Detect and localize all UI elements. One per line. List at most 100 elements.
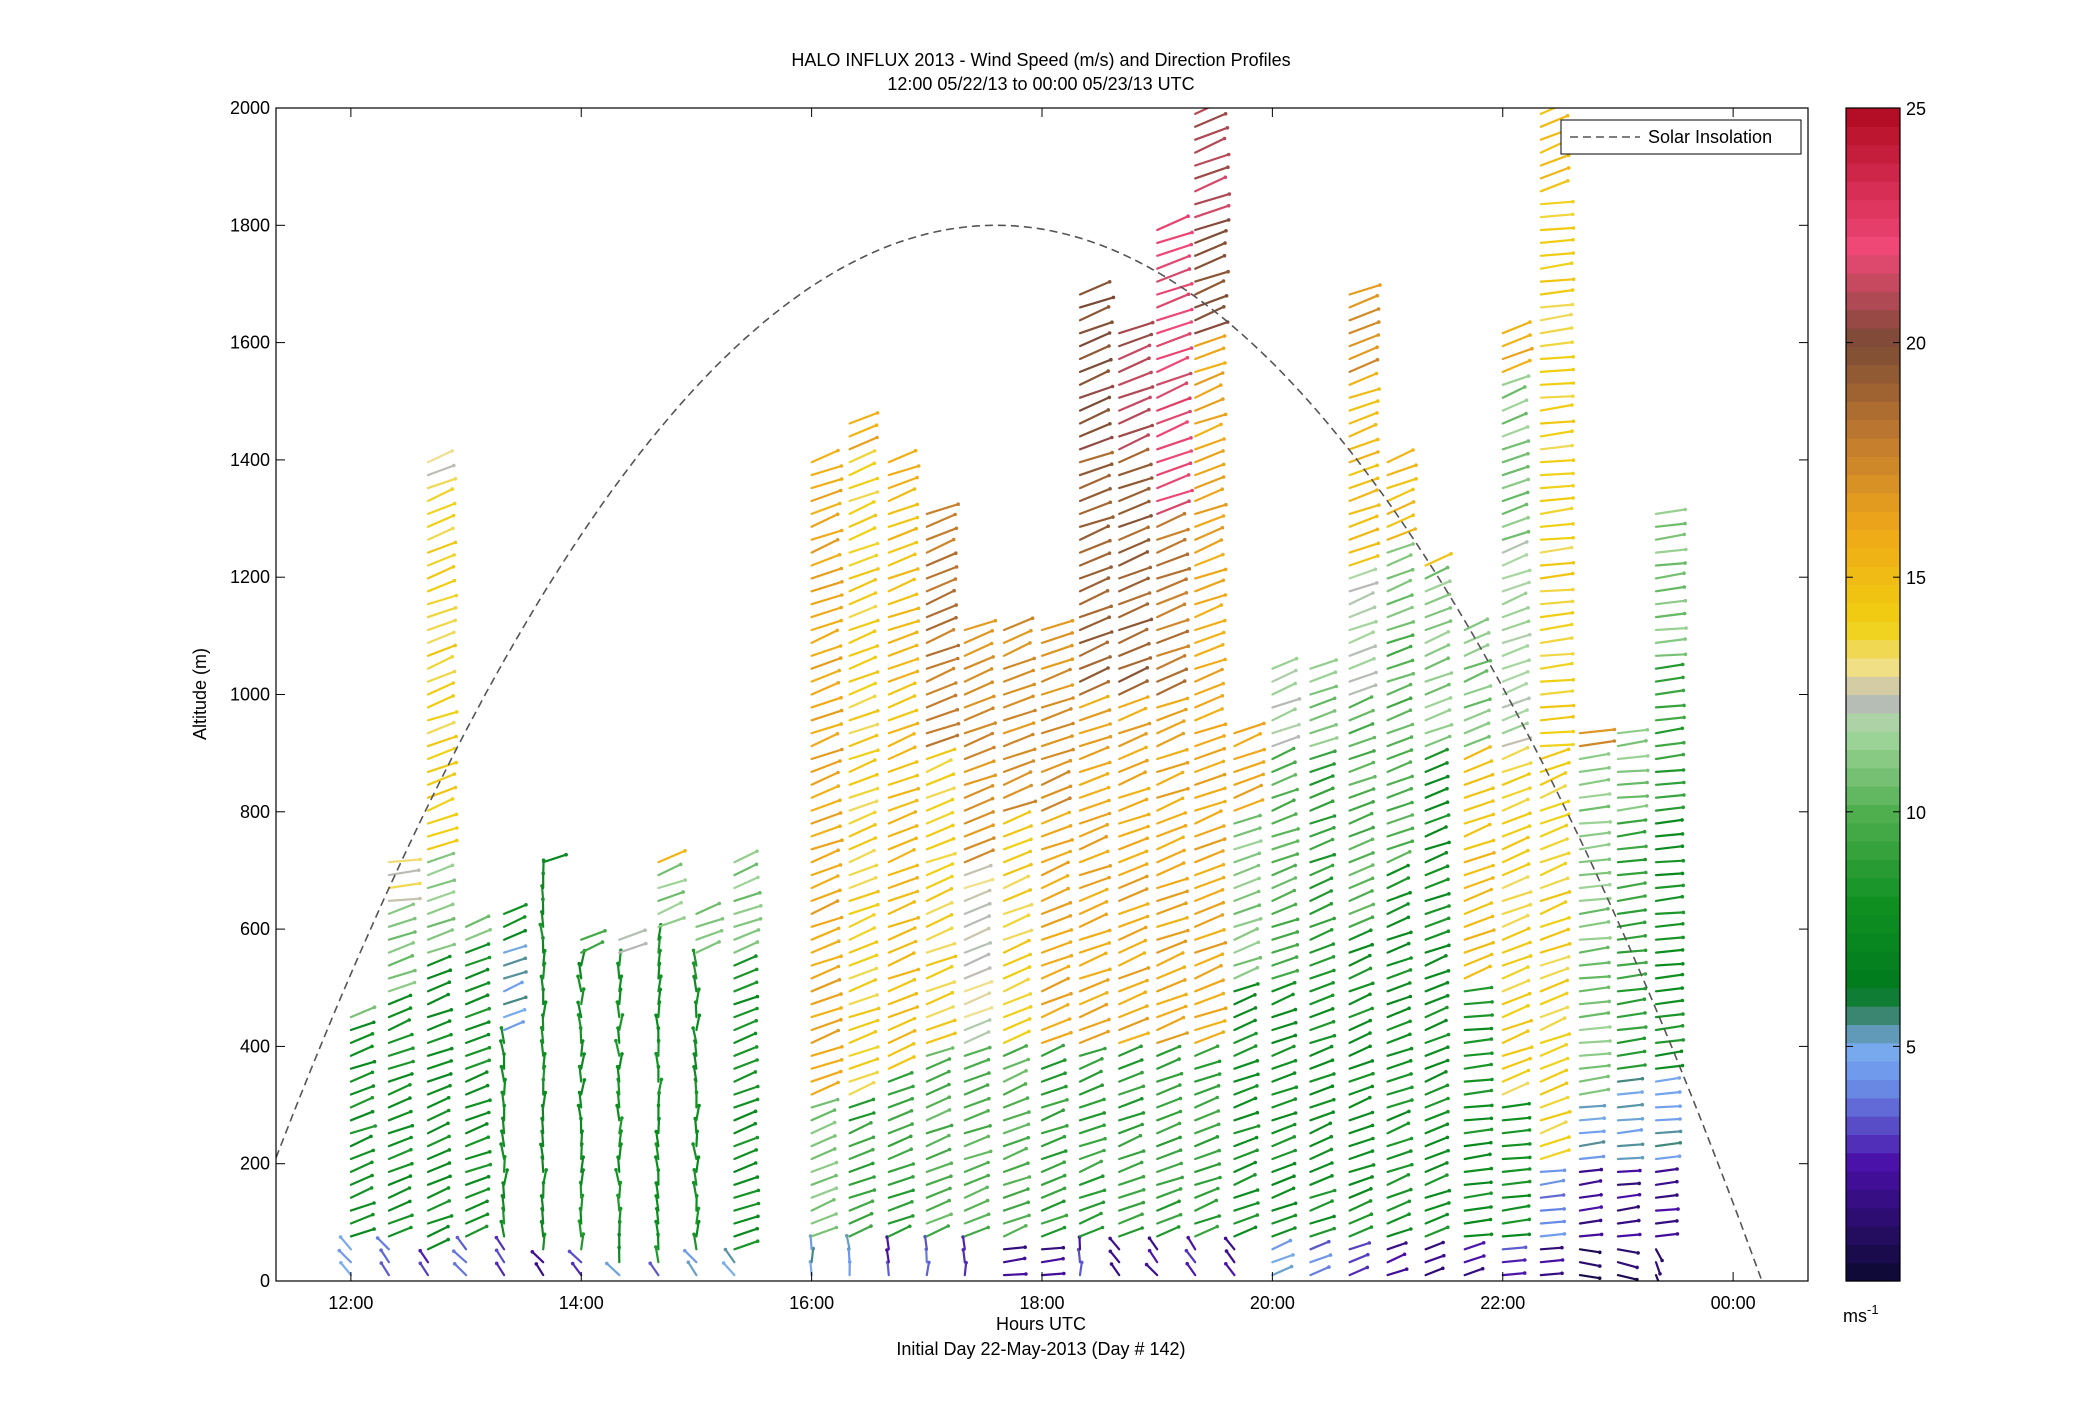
wind-barb (426, 1033, 453, 1045)
wind-barb (1616, 961, 1648, 967)
wind-barb-tip (1291, 1253, 1295, 1257)
wind-barb-tip (1293, 1226, 1297, 1230)
wind-barb (1309, 1174, 1334, 1186)
wind-barb (925, 1148, 951, 1161)
wind-barb-tip (986, 1030, 991, 1034)
wind-barb (1654, 1207, 1680, 1212)
wind-barb (695, 988, 701, 1006)
wind-barb (1424, 1226, 1449, 1238)
wind-barb-tip (1681, 858, 1686, 863)
wind-barb-tip (1489, 1026, 1494, 1031)
wind-barb-tip (1108, 722, 1112, 726)
wind-barb (1156, 356, 1189, 373)
wind-barb-tip (985, 1185, 989, 1190)
wind-barb-tip (874, 876, 878, 880)
wind-barb-tip (1223, 175, 1228, 180)
wind-barb (1539, 800, 1570, 812)
wind-barb (1463, 684, 1492, 696)
wind-barb (1309, 736, 1338, 748)
wind-barb (1501, 903, 1532, 916)
wind-barb-tip (1295, 930, 1300, 934)
wind-barb (1539, 600, 1574, 606)
wind-barb-tip (1293, 773, 1298, 777)
colorbar-band (1846, 786, 1900, 806)
wind-barb-tip (874, 553, 879, 558)
wind-barb-tip (1220, 952, 1225, 956)
wind-barb-tip (683, 849, 687, 853)
wind-barb (426, 735, 458, 748)
wind-barb-tip (870, 1199, 875, 1203)
wind-barb-tip (1570, 636, 1574, 640)
wind-barb-tip (717, 940, 721, 944)
wind-barb-tip (488, 1098, 492, 1102)
wind-barb-tip (1216, 1109, 1221, 1113)
wind-barb (1578, 975, 1611, 980)
wind-barb-tip (413, 930, 417, 934)
wind-barb-tip (914, 526, 918, 531)
wind-barb (1578, 1052, 1611, 1057)
wind-barb (657, 878, 687, 890)
wind-barb-tip (914, 540, 919, 545)
wind-barb-tip (1489, 1037, 1494, 1041)
wind-barb-tip (872, 500, 876, 504)
wind-barb-tip (1109, 604, 1113, 609)
wind-barb (1424, 593, 1451, 606)
wind-barb (1578, 778, 1610, 786)
wind-barb-tip (1409, 956, 1413, 960)
wind-barb (1348, 581, 1378, 593)
wind-barb-tip (1105, 640, 1110, 645)
wind-barb (963, 760, 995, 774)
wind-barb-tip (872, 526, 877, 530)
wind-barb (1118, 666, 1149, 683)
wind-barb-tip (1221, 759, 1226, 764)
wind-barb-tip (1031, 694, 1035, 699)
wind-barb-tip (1071, 721, 1075, 726)
wind-barb-tip (1104, 1002, 1109, 1007)
wind-barb-tip (838, 656, 843, 660)
wind-barb-tip (1106, 694, 1110, 699)
colorbar-band (1846, 621, 1900, 641)
wind-barb-tip (1560, 1271, 1564, 1276)
wind-barb-tip (1260, 798, 1265, 802)
wind-barb-tip (1681, 805, 1685, 810)
wind-barb (848, 542, 879, 554)
wind-barb-tip (872, 1188, 877, 1192)
wind-barb-tip (1107, 811, 1112, 816)
wind-barb (1386, 1213, 1411, 1225)
wind-barb (540, 1130, 545, 1148)
wind-barb-tip (1377, 387, 1381, 391)
wind-barb-tip (1365, 1265, 1370, 1270)
wind-barb-tip (1216, 1122, 1221, 1127)
wind-barb (1225, 1249, 1236, 1264)
wind-barb-tip (1101, 1200, 1106, 1205)
wind-barb-tip (451, 890, 456, 894)
wind-barb (887, 516, 919, 528)
wind-barb-tip (1222, 746, 1226, 751)
wind-barb (887, 951, 915, 967)
y-tick-label: 400 (240, 1036, 270, 1056)
wind-barb (1002, 1214, 1031, 1225)
wind-barb (1194, 941, 1227, 954)
wind-barb (1271, 918, 1299, 928)
wind-barb-tip (1682, 611, 1687, 616)
wind-barb (1539, 813, 1570, 825)
wind-barb (925, 1096, 951, 1109)
wind-barb (925, 837, 955, 851)
wind-barb (1118, 771, 1147, 786)
wind-barb-tip (1560, 1258, 1565, 1262)
wind-barb (657, 916, 686, 928)
wind-barb-tip (993, 721, 997, 725)
wind-barb-tip (1181, 1015, 1186, 1020)
wind-barb-tip (951, 537, 956, 542)
wind-barb-tip (1104, 834, 1108, 839)
wind-barb (1386, 1110, 1411, 1122)
wind-barb (500, 1220, 506, 1238)
wind-barb-tip (1145, 874, 1149, 879)
wind-barb-tip (1180, 1175, 1184, 1180)
wind-barb-tip (1606, 907, 1610, 911)
wind-barb (654, 1052, 660, 1070)
wind-barb (465, 981, 490, 993)
wind-barb-tip (1491, 863, 1495, 868)
wind-barb-tip (1369, 1187, 1373, 1191)
wind-barb (1654, 1167, 1679, 1174)
